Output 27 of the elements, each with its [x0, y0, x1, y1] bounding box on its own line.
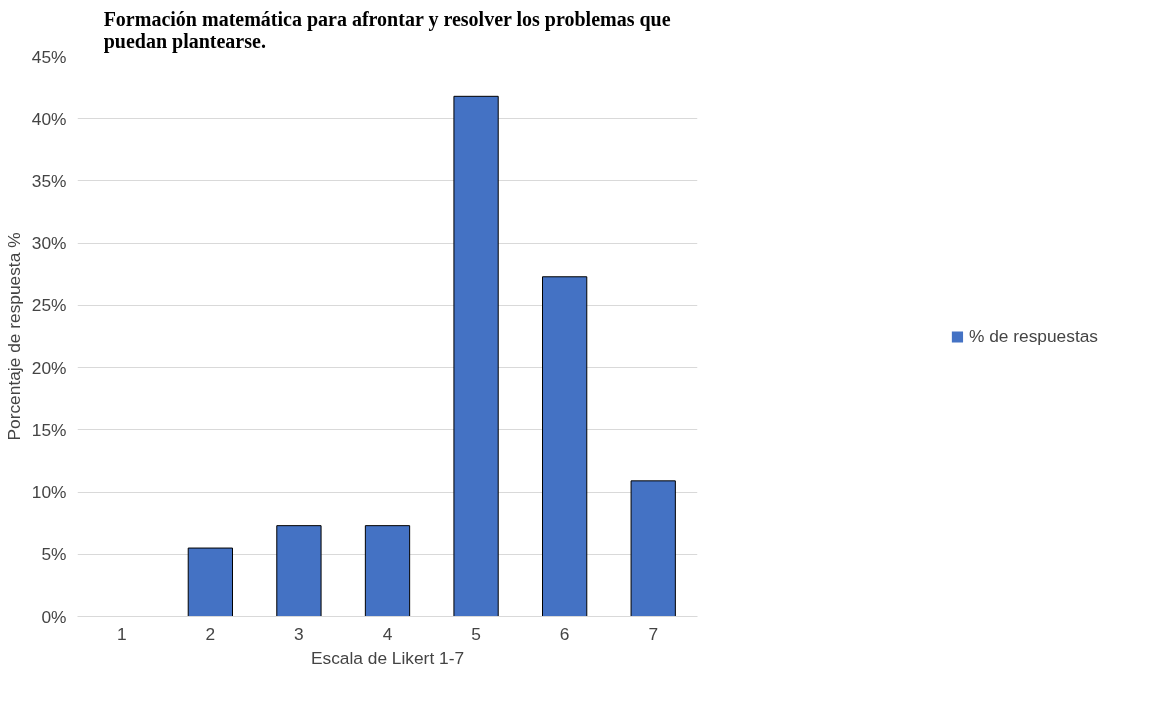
y-tick-label: 40%	[31, 108, 67, 129]
x-tick-label: 1	[116, 623, 127, 644]
bar	[630, 480, 676, 617]
x-tick-label: 7	[648, 623, 659, 644]
y-tick-label: 15%	[31, 419, 67, 440]
chart-title: Formación matemática para afrontar y resolver los problemas que puedan plantearse.	[103, 7, 671, 53]
x-tick-label: 2	[205, 623, 216, 644]
legend-label: % de respuestas	[968, 325, 1099, 347]
y-tick-label: 10%	[31, 482, 67, 503]
x-tick-label: 3	[294, 623, 304, 644]
y-axis-title: Porcentaje de respuesta %	[3, 232, 24, 441]
x-tick-label: 4	[382, 623, 393, 644]
x-axis-title: Escala de Likert 1-7	[310, 647, 465, 668]
y-tick-label: 30%	[31, 233, 67, 254]
y-tick-label: 25%	[31, 295, 67, 316]
bar	[276, 525, 322, 617]
bar	[453, 95, 499, 617]
bar	[542, 276, 588, 617]
y-tick-label: 0%	[41, 606, 67, 627]
bar	[187, 547, 233, 617]
y-tick-label: 5%	[41, 544, 67, 565]
x-tick-label: 5	[471, 623, 481, 644]
x-tick-label: 6	[559, 623, 570, 644]
y-tick-label: 35%	[31, 170, 67, 191]
y-tick-label: 20%	[31, 357, 67, 378]
bar	[364, 525, 411, 617]
y-tick-label: 45%	[31, 46, 67, 67]
